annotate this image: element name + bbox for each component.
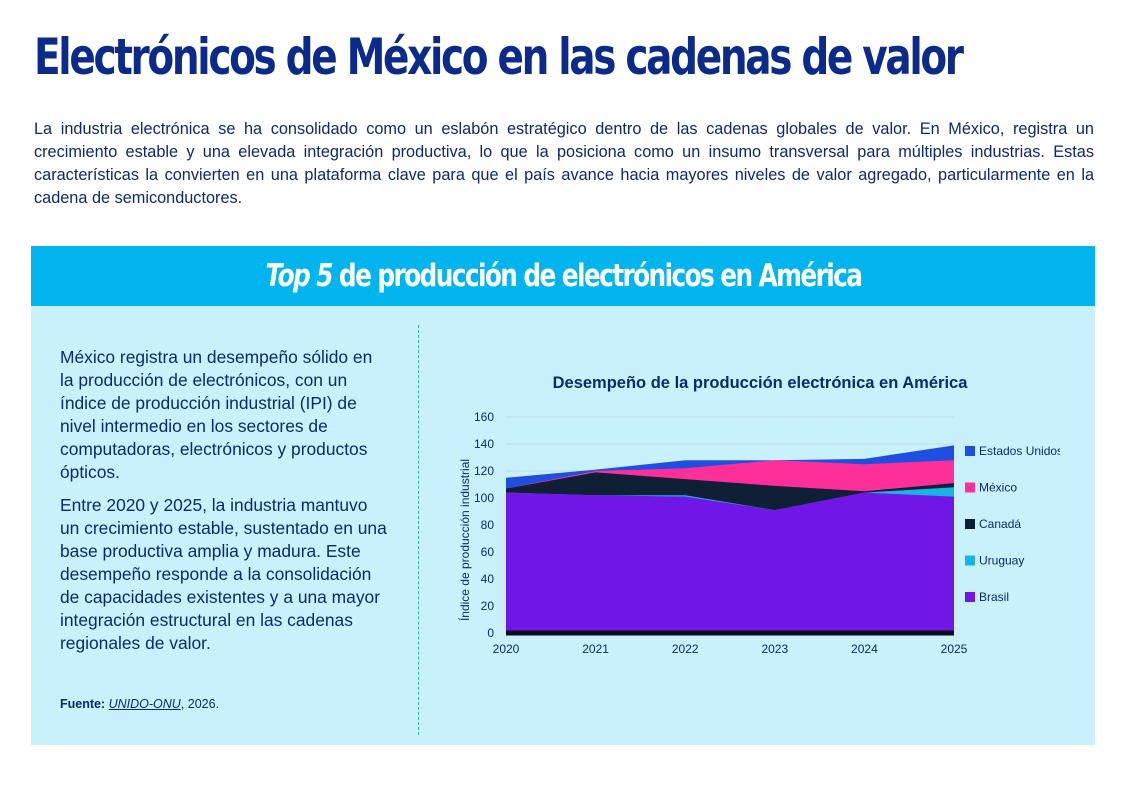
y-tick-label-140: 140 <box>474 437 494 451</box>
summary-paragraph-1: México registra un desempeño sólido en l… <box>60 347 373 482</box>
summary-paragraph-2: Entre 2020 y 2025, la industria mantuvo … <box>60 495 387 653</box>
chart-legend: Estados Unidos México Canadá Uruguay Brasil <box>965 444 1060 604</box>
chart-y-axis-label: Índice de producción industrial <box>457 459 472 621</box>
panel-divider <box>418 325 419 735</box>
chart-areas <box>506 445 954 633</box>
legend-label-mexico: México <box>979 481 1017 495</box>
y-tick-label-100: 100 <box>474 491 494 505</box>
x-tick-label-2021: 2021 <box>582 642 609 656</box>
area-brasil <box>506 492 954 633</box>
legend-label-estados-unidos: Estados Unidos <box>979 444 1060 458</box>
chart-axes: 0 20 40 60 80 100 120 140 160 2020 2021 2022 2023 202… <box>474 410 968 656</box>
y-tick-label-120: 120 <box>474 464 494 478</box>
area-chart: Desempeño de la producción electrónica e… <box>457 374 1060 656</box>
legend-swatch-mexico <box>965 482 975 493</box>
chart-title: Desempeño de la producción electrónica e… <box>553 374 969 392</box>
source-link[interactable]: UNIDO-ONU <box>108 697 181 711</box>
legend-label-uruguay: Uruguay <box>979 554 1024 568</box>
legend-swatch-canada <box>965 519 975 529</box>
x-tick-label-2024: 2024 <box>851 642 878 656</box>
x-tick-label-2023: 2023 <box>761 642 788 656</box>
intro-paragraph: La industria electrónica se ha consolida… <box>34 120 1094 207</box>
source-note: Fuente: UNIDO-ONU, 2026. <box>60 697 219 711</box>
y-tick-label-20: 20 <box>481 599 495 613</box>
section-banner: Top 5 de producción de electrónicos en A… <box>31 246 1095 306</box>
y-tick-label-40: 40 <box>481 572 495 586</box>
legend-label-brasil: Brasil <box>979 590 1009 604</box>
banner-title-rest: de producción de electrónicos en América <box>331 258 862 294</box>
banner-title: Top 5 de producción de electrónicos en A… <box>265 258 862 294</box>
x-tick-label-2022: 2022 <box>672 642 699 656</box>
legend-swatch-brasil <box>965 592 975 602</box>
y-tick-label-160: 160 <box>474 410 494 424</box>
x-tick-label-2020: 2020 <box>493 642 520 656</box>
source-label: Fuente: <box>60 697 109 711</box>
legend-swatch-estados-unidos <box>965 446 975 456</box>
y-tick-label-80: 80 <box>481 518 495 532</box>
banner-title-italic: Top 5 <box>265 258 333 294</box>
legend-swatch-uruguay <box>965 555 975 566</box>
source-year: , 2026. <box>180 697 220 711</box>
legend-label-canada: Canadá <box>979 517 1021 531</box>
y-tick-label-60: 60 <box>481 545 495 559</box>
page-title: Electrónicos de México en las cadenas de… <box>34 28 964 86</box>
y-tick-label-0: 0 <box>487 626 494 640</box>
x-tick-label-2025: 2025 <box>941 642 968 656</box>
